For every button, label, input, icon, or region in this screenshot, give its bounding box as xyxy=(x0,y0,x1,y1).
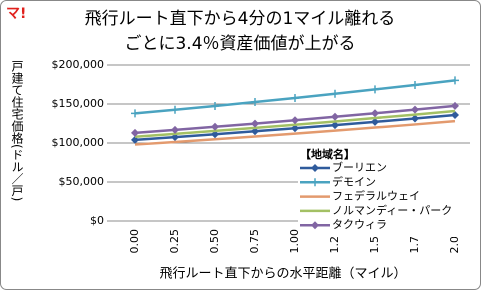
x-tick-label: 0.50 xyxy=(208,229,221,254)
legend-label: フェデラルウェイ xyxy=(332,189,420,203)
marker xyxy=(371,85,379,94)
y-axis-label: 戸建て住宅価格(ドル／戸) xyxy=(10,60,24,201)
chart-title: ごとに3.4％資産価値が上がる xyxy=(124,34,355,54)
marker xyxy=(451,101,459,110)
marker xyxy=(311,221,319,230)
marker xyxy=(291,93,299,102)
legend-label: ノルマンディー・パーク xyxy=(332,203,452,217)
marker xyxy=(171,105,179,114)
logo: マ! xyxy=(6,6,26,22)
legend-label: ブーリエン xyxy=(332,160,387,174)
legend-label: デモイン xyxy=(332,174,376,188)
marker xyxy=(291,116,299,125)
y-tick-label: $0 xyxy=(90,214,104,227)
marker xyxy=(371,117,379,126)
y-tick-label: $50,000 xyxy=(59,175,105,188)
x-tick-label: 0.25 xyxy=(168,229,181,254)
marker xyxy=(211,101,219,110)
marker xyxy=(131,128,139,137)
y-tick-label: $100,000 xyxy=(52,136,105,149)
marker xyxy=(171,125,179,134)
marker xyxy=(331,89,339,98)
marker xyxy=(311,178,319,187)
marker xyxy=(331,121,339,130)
x-tick-label: 0.75 xyxy=(248,229,261,254)
marker xyxy=(251,127,259,136)
marker xyxy=(411,114,419,123)
marker xyxy=(411,105,419,114)
marker xyxy=(451,110,459,119)
legend-title: 【地域名】 xyxy=(300,147,355,161)
marker xyxy=(251,119,259,128)
marker xyxy=(131,135,139,144)
series-line xyxy=(134,119,456,146)
marker xyxy=(251,98,259,107)
legend-box xyxy=(298,145,476,237)
marker xyxy=(211,122,219,131)
series-line xyxy=(134,109,456,139)
marker xyxy=(311,164,319,172)
x-tick-label: 1.00 xyxy=(288,229,301,254)
chart-title: 飛行ルート直下から4分の1マイル離れる xyxy=(85,9,396,29)
x-axis-label: 飛行ルート直下からの水平距離（マイル） xyxy=(159,267,406,282)
marker xyxy=(411,80,419,89)
y-tick-label: $200,000 xyxy=(52,58,105,71)
marker xyxy=(131,109,139,118)
marker xyxy=(371,109,379,118)
marker xyxy=(291,124,299,133)
marker xyxy=(451,76,459,85)
y-tick-label: $150,000 xyxy=(52,97,105,110)
legend-label: タクウィラ xyxy=(332,218,387,231)
marker xyxy=(331,112,339,121)
x-tick-label: 0.00 xyxy=(128,229,141,254)
